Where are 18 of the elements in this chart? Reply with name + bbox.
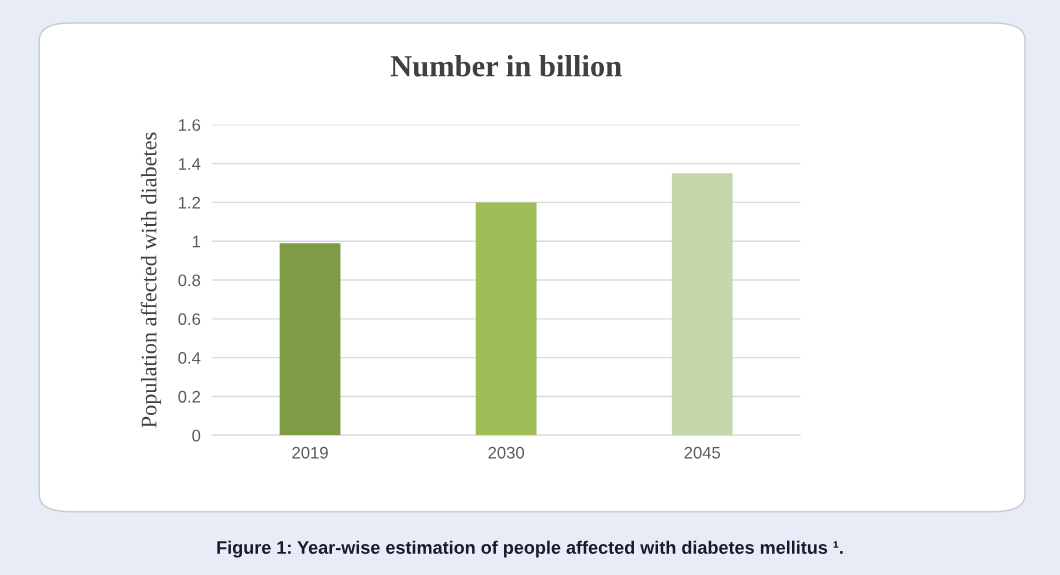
x-tick-label: 2045 bbox=[684, 446, 721, 459]
y-axis-title: Population affected with diabetes bbox=[140, 132, 162, 428]
chart-title: Number in billion bbox=[390, 54, 622, 77]
x-tick-label: 2030 bbox=[488, 446, 525, 459]
y-tick-label: 0.8 bbox=[178, 274, 201, 287]
caption: Figure 1: Year-wise estimation of people affected with diabetes mellitus ¹. bbox=[217, 540, 843, 558]
y-tick-label: 0 bbox=[192, 429, 201, 442]
y-tick-label: 1 bbox=[192, 235, 201, 248]
y-tick-label: 0.2 bbox=[178, 390, 201, 403]
bar bbox=[279, 243, 341, 436]
y-tick-label: 0.4 bbox=[178, 352, 201, 364]
y-tick-label: 1.2 bbox=[178, 196, 201, 209]
bar bbox=[475, 202, 537, 436]
y-tick-label: 1.4 bbox=[178, 158, 201, 170]
x-tick-label: 2019 bbox=[292, 446, 328, 459]
y-tick-label: 1.6 bbox=[178, 119, 201, 131]
y-tick-label: 0.6 bbox=[178, 313, 201, 326]
bar bbox=[671, 173, 733, 436]
